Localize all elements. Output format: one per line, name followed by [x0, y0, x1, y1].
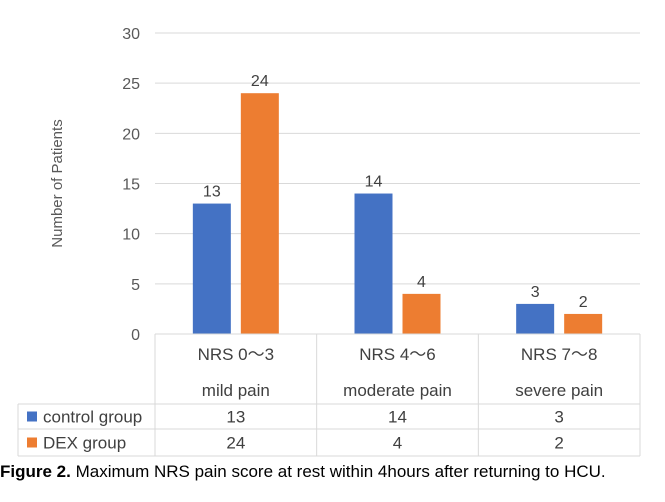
bar-value-label: 2	[579, 294, 588, 311]
bar	[240, 93, 279, 334]
legend-swatch	[27, 437, 37, 448]
table-cell: 13	[226, 408, 245, 427]
y-tick-label: 0	[131, 327, 140, 344]
bar	[564, 313, 603, 334]
y-tick-label: 5	[131, 277, 140, 294]
table-cell: 2	[554, 434, 563, 453]
y-axis-ticks: 0 5 10 15 20 25 30	[122, 26, 140, 344]
bar	[354, 193, 393, 334]
table-cell: 24	[226, 434, 245, 453]
category-label: NRS 0～3	[198, 345, 275, 364]
category-sublabel: severe pain	[515, 381, 603, 400]
bar-value-label: 13	[203, 184, 221, 201]
bars: 13 24 14 4 3 2	[192, 73, 603, 334]
bar-value-label: 4	[417, 274, 426, 291]
y-tick-label: 20	[122, 126, 140, 143]
y-tick-label: 30	[122, 26, 140, 43]
y-tick-label: 10	[122, 227, 140, 244]
bar-value-label: 24	[251, 73, 269, 90]
category-sublabel: moderate pain	[343, 381, 452, 400]
data-table: NRS 0～3 mild pain NRS 4～6 moderate pain NRS …	[17, 333, 641, 457]
bar	[192, 203, 231, 334]
legend-label: DEX group	[43, 434, 126, 453]
table-cell: 14	[388, 408, 407, 427]
legend-swatch	[27, 411, 37, 422]
bar	[516, 303, 555, 334]
y-axis-label: Number of Patients	[49, 119, 66, 247]
y-tick-label: 25	[122, 76, 140, 93]
category-label: NRS 4～6	[359, 345, 436, 364]
category-label: NRS 7～8	[521, 345, 598, 364]
gridlines	[155, 32, 640, 335]
bar-value-label: 14	[365, 174, 383, 191]
table-cell: 3	[554, 408, 563, 427]
y-tick-label: 15	[122, 177, 140, 194]
figure-caption-label: Figure 2.	[0, 462, 71, 481]
figure-caption-text: Maximum NRS pain score at rest within 4h…	[75, 462, 606, 481]
figure-caption: Figure 2. Maximum NRS pain score at rest…	[0, 462, 665, 482]
table-cell: 4	[393, 434, 402, 453]
legend-label: control group	[43, 408, 142, 427]
bar	[402, 293, 441, 334]
category-sublabel: mild pain	[202, 381, 270, 400]
bar-value-label: 3	[531, 284, 540, 301]
